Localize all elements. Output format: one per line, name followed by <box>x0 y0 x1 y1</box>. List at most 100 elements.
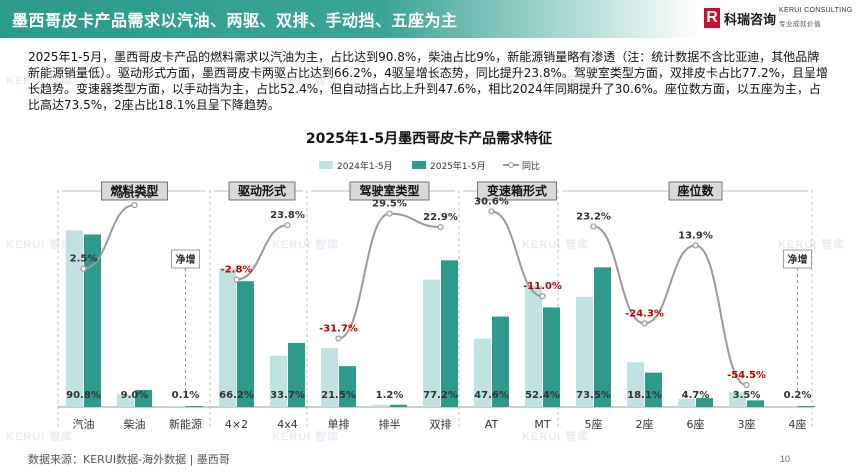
bar-value-label: 1.2% <box>376 390 404 401</box>
logo-name: 科瑞咨询 <box>724 13 777 28</box>
x-tick-label: 排半 <box>379 417 401 431</box>
logo-tagline: 专业成就价值 <box>779 20 821 28</box>
bar-2024 <box>576 296 593 407</box>
bar-value-label: 3.5% <box>733 390 761 401</box>
logo-english: KERUI CONSULTING <box>779 7 853 14</box>
yoy-value-label: 33.7% <box>117 190 152 201</box>
yoy-point <box>590 223 597 230</box>
bar-value-label: 47.6% <box>474 390 509 401</box>
watermark: KERUI 智库 <box>778 239 846 251</box>
legend-label-2024: 2024年1-5月 <box>337 160 393 172</box>
group-header-box <box>228 181 296 201</box>
yoy-value-label: -2.8% <box>221 264 253 275</box>
watermark: KERUI 智库 <box>6 239 74 251</box>
x-tick-label: 2座 <box>636 417 654 431</box>
bar-value-label: 90.8% <box>66 390 101 401</box>
data-source: 数据来源：KERUI数据-海外数据 | 墨西哥 <box>28 453 230 466</box>
yoy-value-label: 2.5% <box>70 254 98 265</box>
bar-2024 <box>372 404 389 407</box>
yoy-value-label: -31.7% <box>319 323 358 334</box>
header-background <box>0 0 700 38</box>
yoy-point <box>743 381 750 389</box>
bar-2024 <box>168 406 185 407</box>
bar-2025 <box>543 307 560 407</box>
logo-mark-icon: R <box>704 8 720 28</box>
bar-2024 <box>270 355 287 407</box>
legend-label-2025: 2025年1-5月 <box>430 160 486 172</box>
page-number: 10 <box>780 454 791 464</box>
x-tick-label: 柴油 <box>124 417 146 431</box>
bar-2025 <box>288 342 305 407</box>
bar-2025 <box>492 316 509 407</box>
yoy-value-label: 22.9% <box>423 212 458 223</box>
bar-2025 <box>594 267 611 407</box>
bar-2024 <box>729 392 746 407</box>
group-header-box <box>349 181 430 201</box>
bar-2024 <box>321 348 338 407</box>
x-tick-label: 3座 <box>738 417 756 431</box>
bar-2025 <box>798 406 815 407</box>
yoy-point <box>539 293 546 300</box>
x-tick-label: 新能源 <box>169 417 202 431</box>
bar-value-label: 66.2% <box>219 390 254 401</box>
bar-value-label: 0.1% <box>172 390 200 401</box>
bar-2025 <box>237 281 254 407</box>
x-tick-label: 5座 <box>585 417 603 431</box>
x-tick-label: MT <box>534 418 550 431</box>
legend-swatch-2024 <box>319 161 333 169</box>
group-header-label: 燃料类型 <box>110 183 158 198</box>
bar-2024 <box>474 338 491 407</box>
summary-text: 2025年1-5月，墨西哥皮卡产品的燃料需求以汽油为主，占比达到90.8%，柴油… <box>28 50 829 112</box>
bar-2024 <box>219 268 236 407</box>
yoy-point <box>284 222 291 229</box>
yoy-line <box>338 212 441 340</box>
bar-2025 <box>696 398 713 407</box>
yoy-point <box>80 265 87 272</box>
yoy-value-label: 13.9% <box>678 230 713 241</box>
bar-value-label: 77.2% <box>423 390 458 401</box>
bar-2024 <box>627 362 644 407</box>
x-tick-label: 6座 <box>687 417 705 431</box>
x-tick-label: 4座 <box>789 417 807 431</box>
bar-2025 <box>84 234 101 407</box>
group-header-label: 驾驶室类型 <box>358 183 419 198</box>
watermark: KERUI 智库 <box>6 75 74 87</box>
bar-value-label: 33.7% <box>270 390 305 401</box>
x-tick-label: 4×2 <box>225 418 248 431</box>
yoy-value-label: -11.0% <box>523 281 562 292</box>
x-tick-label: 4x4 <box>277 418 298 431</box>
watermark: KERUI 智库 <box>272 239 340 251</box>
bar-2025 <box>186 406 203 407</box>
yoy-point <box>692 242 699 249</box>
legend-marker-yoy <box>508 162 514 168</box>
header-bar: 墨西哥皮卡产品需求以汽油、两驱、双排、手动挡、五座为主 R 科瑞咨询 KERUI… <box>0 0 858 38</box>
watermark: KERUI 智库 <box>522 75 590 87</box>
yoy-point <box>233 276 240 283</box>
bar-2025 <box>441 260 458 407</box>
bar-2024 <box>678 399 695 407</box>
bar-2025 <box>747 400 764 407</box>
yoy-value-label: -54.5% <box>727 370 766 381</box>
yoy-point <box>488 208 495 215</box>
group-header-box <box>101 181 168 201</box>
bar-value-label: 9.0% <box>121 390 149 401</box>
legend-swatch-2025 <box>412 161 426 169</box>
bar-value-label: 18.1% <box>627 390 662 401</box>
watermark: KERUI 智库 <box>522 431 590 443</box>
yoy-value-label: -24.3% <box>625 308 664 319</box>
yoy-line <box>593 225 747 386</box>
bar-2024 <box>525 285 542 407</box>
yoy-point <box>641 320 648 327</box>
net-increase-label: 净增 <box>176 253 196 266</box>
yoy-value-label: 23.8% <box>270 210 305 221</box>
yoy-line <box>83 204 135 270</box>
bar-value-label: 21.5% <box>321 390 356 401</box>
bar-2024 <box>66 230 83 407</box>
yoy-point <box>131 201 138 209</box>
watermark: KERUI 智库 <box>272 431 340 443</box>
chart-title: 2025年1-5月墨西哥皮卡产品需求特征 <box>305 131 553 147</box>
bar-2025 <box>390 404 407 407</box>
yoy-line <box>491 210 543 298</box>
yoy-line <box>236 224 288 281</box>
